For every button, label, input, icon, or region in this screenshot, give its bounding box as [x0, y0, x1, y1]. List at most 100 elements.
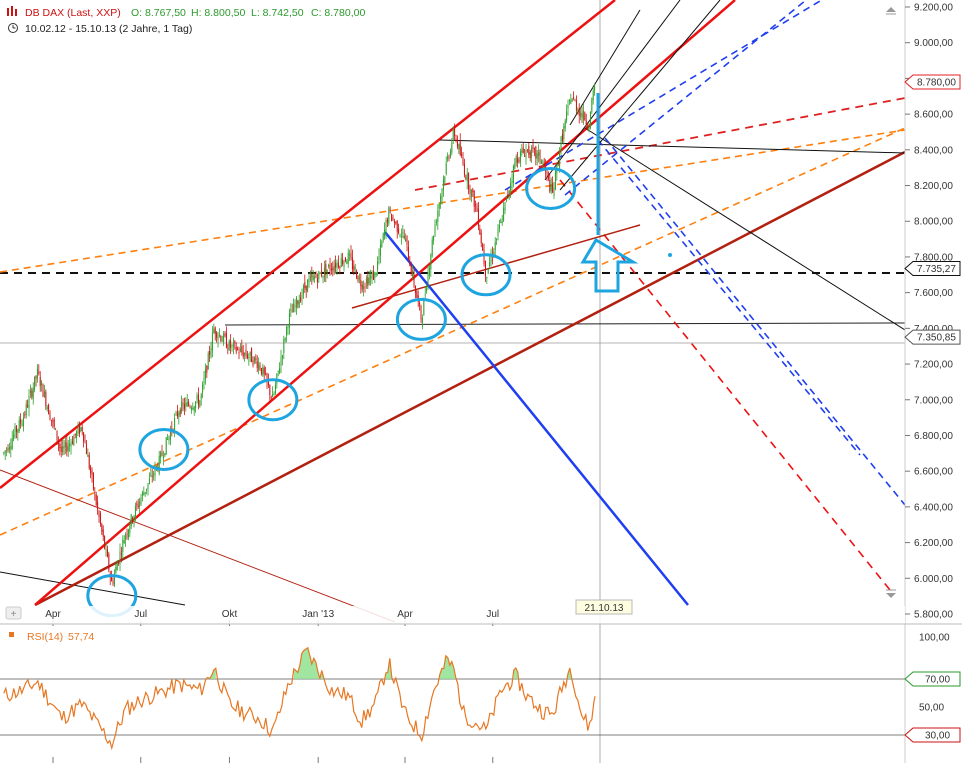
candle-body: [179, 409, 181, 415]
candle-body: [463, 163, 465, 175]
candle-body: [218, 334, 220, 336]
candle-body: [585, 120, 587, 124]
candle-body: [340, 258, 342, 267]
candle-body: [248, 357, 250, 359]
candle-body: [220, 335, 222, 341]
candle-body: [360, 279, 362, 287]
candle-body: [592, 90, 594, 101]
candle-body: [328, 264, 330, 267]
candle-body: [480, 232, 482, 244]
svg-text:+: +: [11, 609, 17, 620]
candle-body: [584, 112, 586, 121]
candle-body: [307, 279, 309, 293]
candle-body: [270, 397, 272, 399]
candle-body: [99, 513, 101, 525]
candle-body: [421, 318, 423, 323]
x-tick-label: Apr: [397, 609, 413, 620]
ohlc-low: L: 8.742,50: [251, 7, 304, 19]
candle-body: [253, 357, 255, 362]
candle-body: [529, 151, 531, 158]
candle-body: [181, 401, 183, 413]
candle-body: [120, 553, 122, 555]
candle-body: [514, 162, 516, 170]
price-axis: 5.800,00 6.000,00 6.200,00 6.400,00 6.600,00…: [905, 3, 953, 621]
candle-body: [258, 362, 260, 370]
black-down-trendline: [584, 127, 905, 331]
candle-body: [465, 177, 467, 179]
candle-body: [24, 414, 26, 416]
candle-body: [290, 309, 292, 311]
candle-body: [4, 450, 6, 453]
candle-body: [139, 501, 141, 507]
clock-icon: [8, 23, 18, 33]
candle-body: [395, 222, 397, 224]
candle-body: [403, 235, 405, 239]
candle-body: [333, 265, 335, 273]
panel-icon[interactable]: +: [5, 606, 22, 620]
black-fan-line-3: [569, 9, 641, 126]
candlestick-series: [3, 83, 596, 588]
candle-body: [113, 573, 115, 586]
candle-body: [559, 153, 561, 168]
candle-body: [392, 217, 394, 220]
candle-body: [125, 534, 127, 540]
x-axis-background: [0, 606, 905, 624]
candle-body: [10, 445, 12, 450]
candle-body: [217, 335, 219, 341]
ohlc-high: H: 8.800,50: [191, 7, 245, 19]
candle-body: [374, 272, 376, 278]
candle-body: [472, 189, 474, 193]
y-tick-label: 7.200,00: [914, 360, 953, 371]
rsi-level-tag: [904, 671, 961, 687]
candle-body: [129, 526, 131, 533]
candle-body: [31, 390, 33, 397]
candle-body: [336, 262, 338, 269]
y-tick-label: 8.600,00: [914, 110, 953, 121]
candle-body: [197, 394, 199, 406]
candle-body: [64, 442, 66, 448]
candle-body: [573, 96, 575, 99]
darkred-short-trendline: [351, 224, 641, 309]
candle-body: [305, 285, 307, 291]
candle-body: [143, 492, 145, 496]
candle-body: [335, 263, 337, 268]
scroll-up-icon[interactable]: [886, 7, 896, 15]
scroll-down-icon[interactable]: [886, 589, 896, 598]
candle-body: [419, 302, 421, 305]
candle-body: [477, 208, 479, 227]
red-channel-upper: [0, 0, 616, 489]
candle-body: [168, 436, 170, 441]
candle-body: [164, 453, 166, 456]
candle-body: [428, 267, 430, 276]
candle-body: [323, 267, 325, 278]
candle-body: [473, 191, 475, 207]
candle-body: [160, 452, 162, 458]
candle-body: [213, 329, 215, 333]
candle-body: [265, 374, 267, 376]
rsi-value: 57,74: [68, 631, 94, 643]
candle-body: [17, 429, 19, 434]
rsi-overbought-area: [293, 647, 324, 679]
candle-body: [557, 163, 559, 165]
candle-body: [214, 327, 216, 334]
candle-body: [461, 153, 463, 156]
x-tick-label: Jul: [486, 609, 499, 620]
support-circle: [395, 297, 447, 341]
blue-down-trendline: [384, 231, 689, 606]
candle-body: [396, 220, 398, 232]
rsi-legend: RSI(14) 57,74: [9, 631, 94, 643]
candle-body: [237, 348, 239, 350]
y-tick-label: 7.600,00: [914, 288, 953, 299]
candle-body: [522, 147, 524, 153]
candle-body: [382, 233, 384, 241]
candle-body: [225, 332, 227, 348]
candle-body: [238, 351, 240, 354]
candle-body: [211, 332, 213, 351]
date-marker-box: [575, 599, 633, 615]
candle-body: [525, 149, 527, 158]
y-tick-label: 9.000,00: [914, 38, 953, 49]
candle-body: [241, 346, 243, 353]
candle-body: [379, 244, 381, 256]
candle-body: [466, 173, 468, 182]
candle-body: [389, 209, 391, 211]
